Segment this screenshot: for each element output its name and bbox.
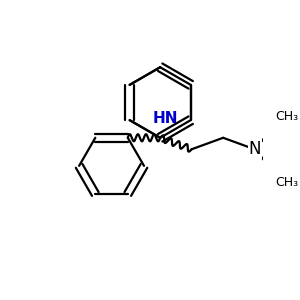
- Text: N: N: [248, 140, 261, 158]
- Text: CH₃: CH₃: [275, 110, 298, 123]
- Text: HN: HN: [153, 111, 178, 126]
- Text: CH₃: CH₃: [275, 176, 298, 189]
